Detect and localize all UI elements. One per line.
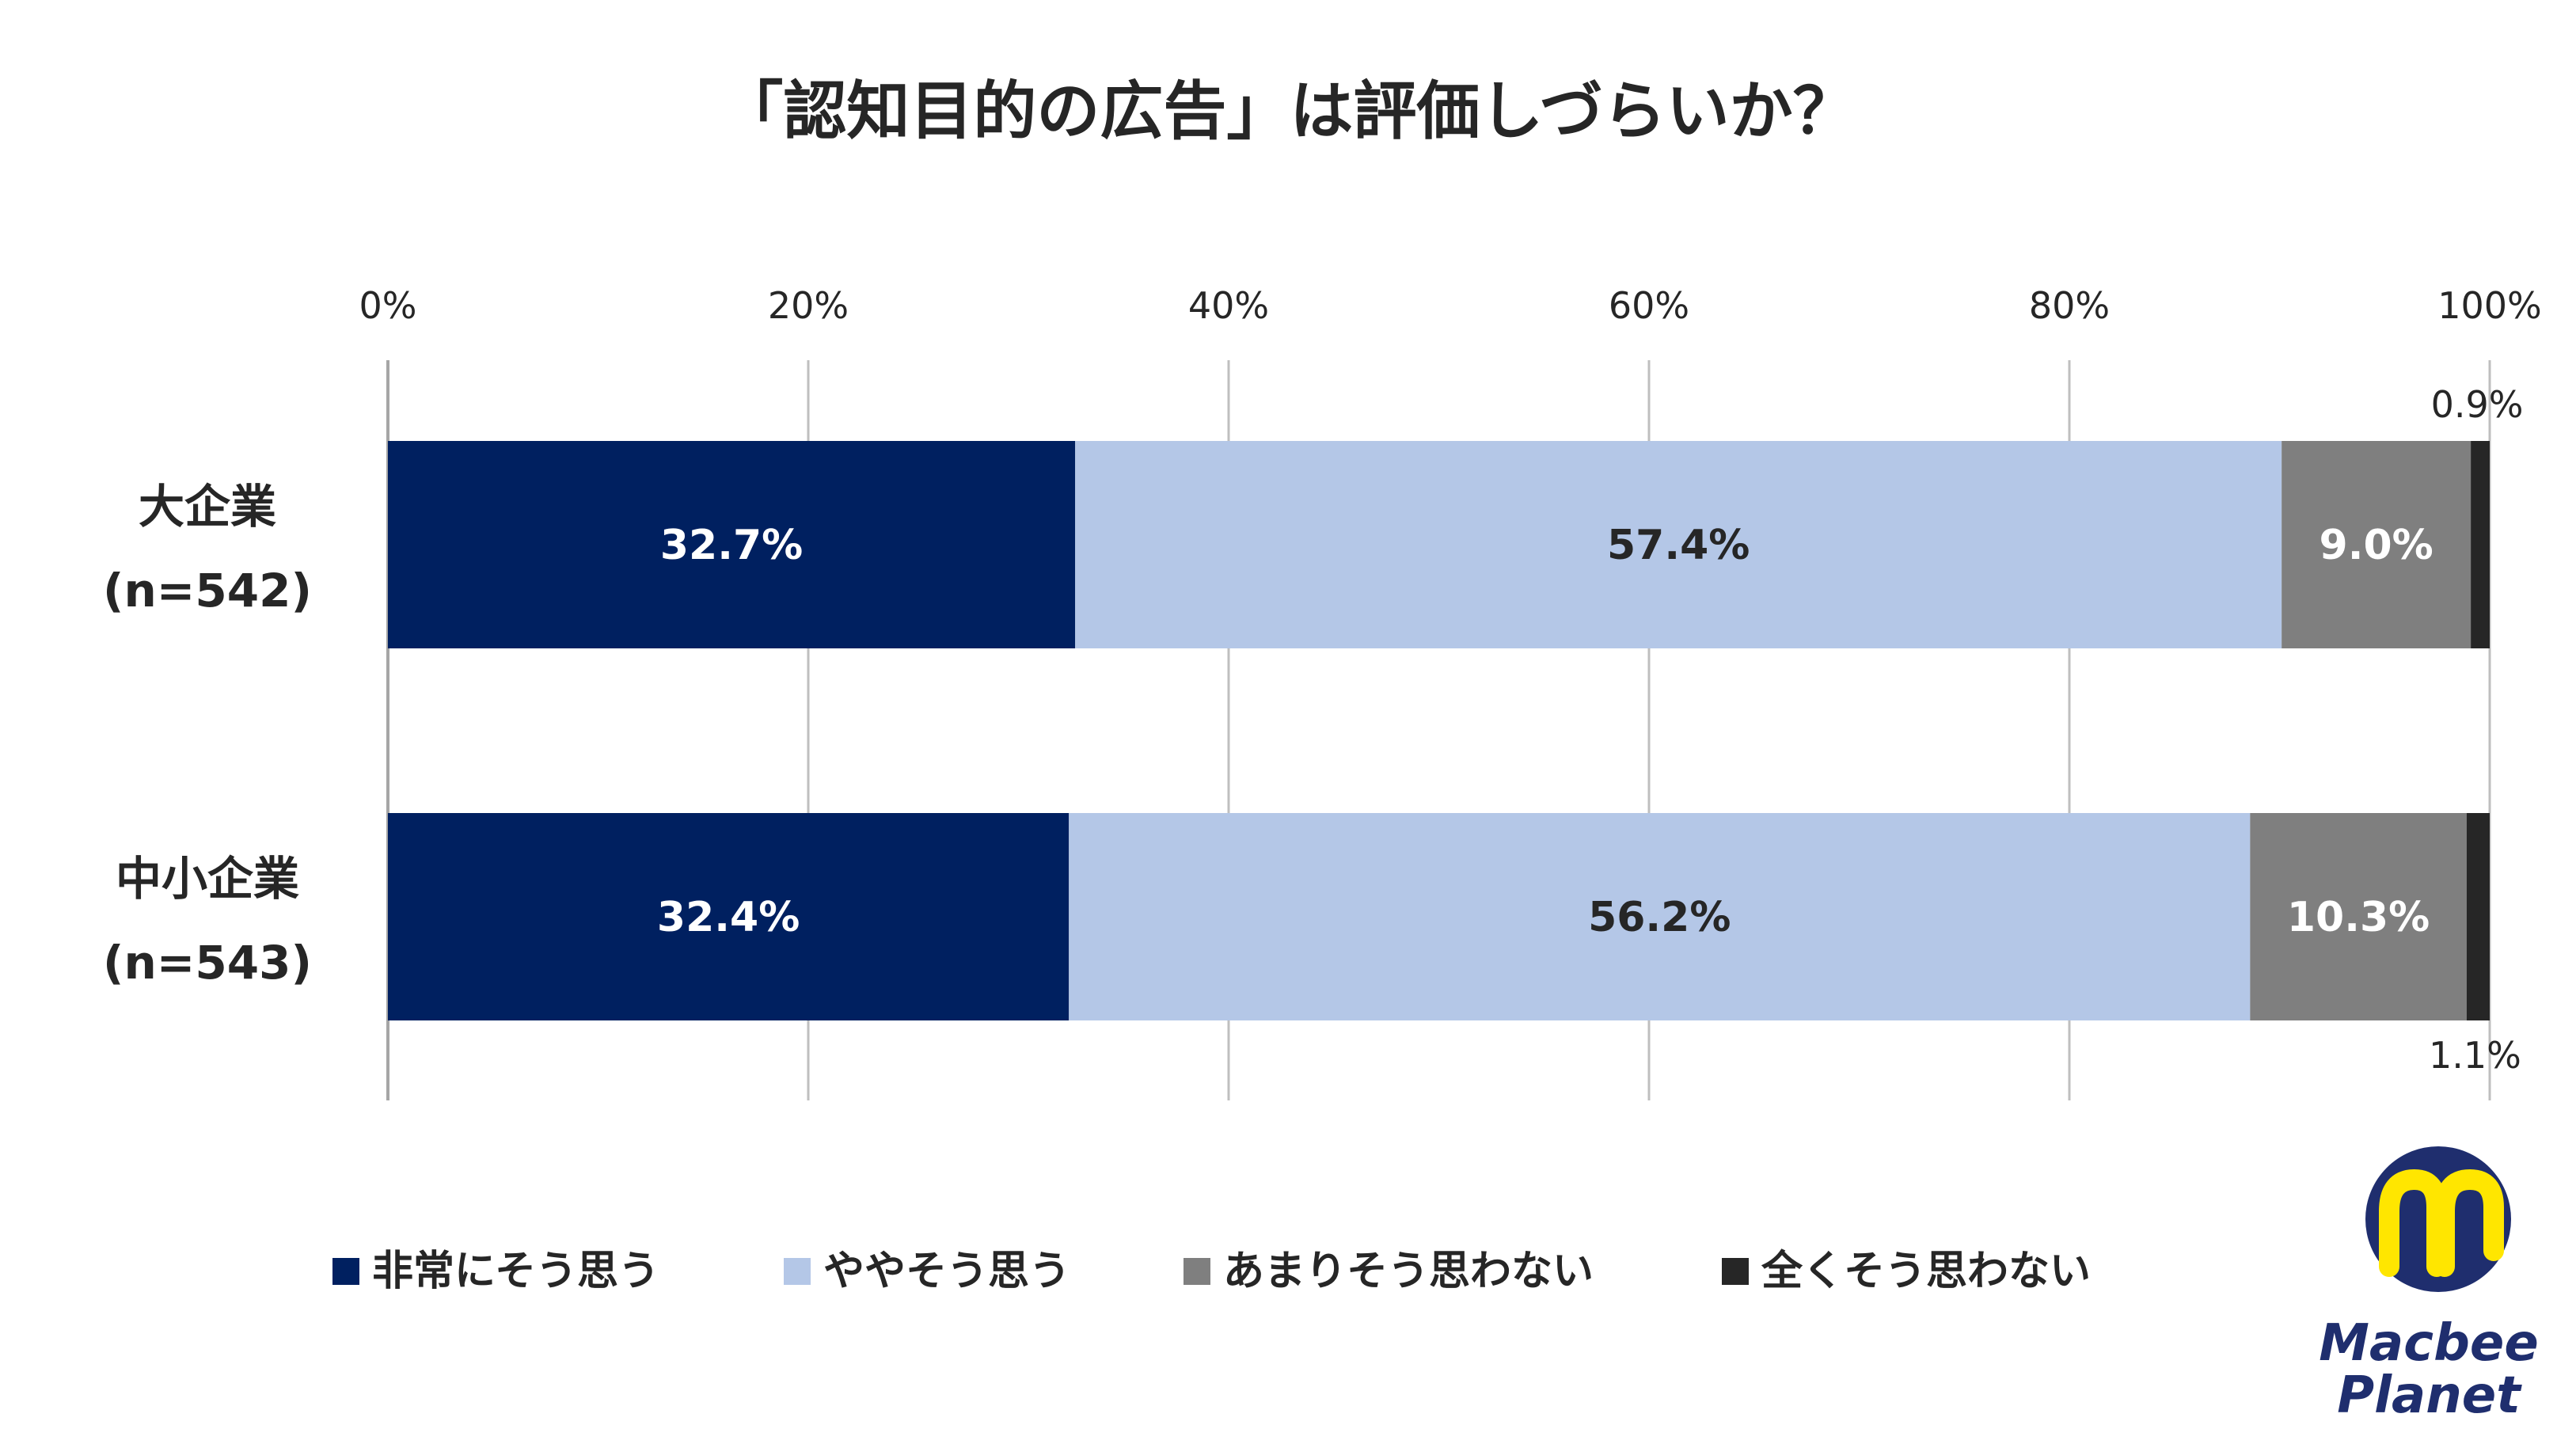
category-n-label-1: (n=543)	[103, 936, 312, 990]
category-n-label-0: (n=542)	[103, 564, 312, 618]
data-label-1-3: 1.1%	[2429, 1034, 2521, 1077]
data-label-0-3: 0.9%	[2431, 383, 2524, 426]
chart-title: 「認知目的の広告」は評価しづらいか？	[720, 74, 1856, 148]
x-tick-label-4: 80%	[2029, 284, 2110, 327]
bar-segment-1-3	[2466, 813, 2490, 1020]
legend-label-0: 非常にそう思う	[372, 1248, 659, 1295]
x-tick-label-2: 40%	[1188, 284, 1269, 327]
data-label-1-2: 10.3%	[2287, 894, 2430, 941]
macbee-planet-logo: Macbee Planet	[2319, 1146, 2539, 1425]
logo-m-right-stroke	[2434, 1168, 2504, 1277]
legend-swatch-0	[332, 1258, 359, 1285]
legend-label-2: あまりそう思わない	[1223, 1248, 1594, 1295]
legend-swatch-1	[784, 1258, 811, 1285]
x-tick-label-0: 0%	[359, 284, 417, 327]
logo-text-line2: Planet	[2337, 1366, 2522, 1425]
data-label-0-2: 9.0%	[2320, 522, 2434, 569]
legend-label-3: 全くそう思わない	[1761, 1248, 2091, 1295]
x-tick-label-5: 100%	[2437, 284, 2542, 327]
logo-m-left-stroke	[2379, 1168, 2447, 1277]
bar-segment-0-0	[388, 441, 1076, 648]
bar-segment-0-3	[2471, 441, 2490, 648]
bar-segment-1-1	[1069, 813, 2251, 1020]
bar-segment-0-2	[2282, 441, 2472, 648]
category-labels: 大企業 (n=542) 中小企業 (n=543)	[103, 480, 312, 990]
data-label-1-0: 32.4%	[657, 894, 800, 941]
bars: 32.7% 57.4% 9.0% 0.9% 32.4% 56.2% 10.3% 1.1%	[388, 383, 2523, 1077]
category-label-0: 大企業	[139, 480, 276, 534]
x-axis-ticks: 0% 20% 40% 60% 80% 100%	[359, 284, 2542, 327]
legend: 非常にそう思う ややそう思う あまりそう思わない 全くそう思わない	[332, 1248, 2091, 1295]
category-label-1: 中小企業	[116, 852, 299, 906]
data-label-0-0: 32.7%	[660, 522, 803, 569]
bar-segment-0-1	[1075, 441, 2282, 648]
x-tick-label-3: 60%	[1609, 284, 1689, 327]
legend-label-1: ややそう思う	[823, 1248, 1070, 1295]
x-tick-label-1: 20%	[768, 284, 849, 327]
logo-text-line1: Macbee	[2319, 1314, 2538, 1373]
data-label-0-1: 57.4%	[1607, 522, 1750, 569]
bar-segment-1-2	[2250, 813, 2467, 1020]
legend-swatch-3	[1722, 1258, 1749, 1285]
data-label-1-1: 56.2%	[1588, 894, 1731, 941]
bar-segment-1-0	[388, 813, 1070, 1020]
legend-swatch-2	[1184, 1258, 1210, 1285]
